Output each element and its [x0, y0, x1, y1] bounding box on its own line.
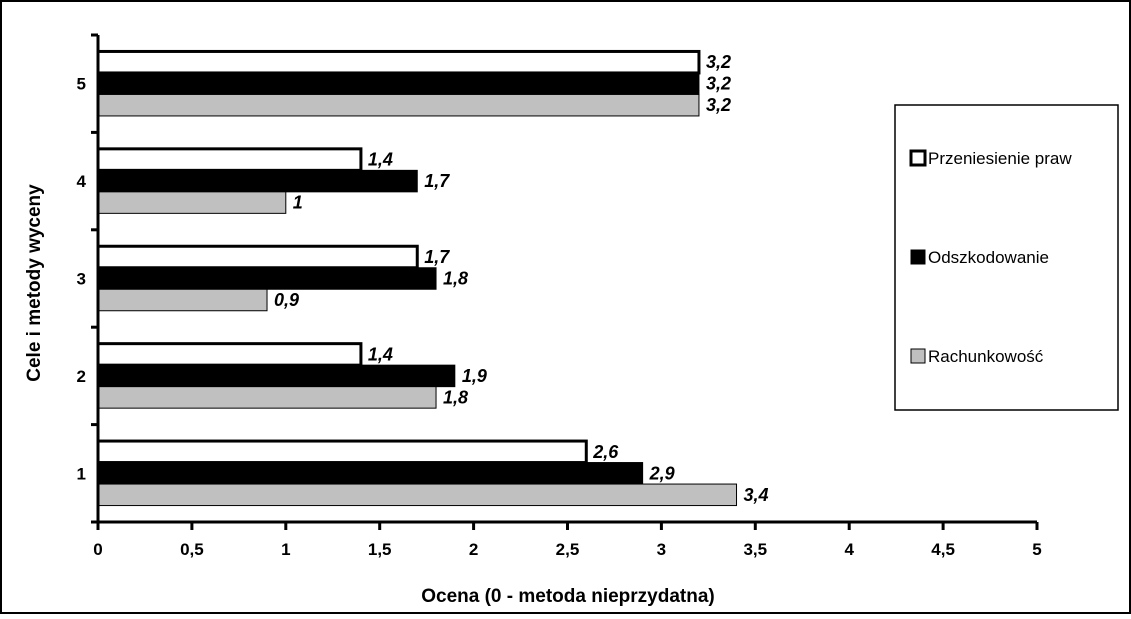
legend-label-series3: Rachunkowość: [928, 347, 1044, 366]
data-label-cat4-series2: 1,7: [424, 171, 450, 191]
data-label-cat3-series1: 1,7: [424, 247, 450, 267]
y-tick-label-1: 1: [77, 464, 86, 483]
data-label-cat1-series3: 3,4: [744, 485, 769, 505]
legend-swatch-series3: [910, 348, 926, 364]
y-tick-label-4: 4: [77, 172, 87, 191]
bar-cat3-series1: [96, 244, 419, 270]
x-tick-label: 3: [657, 540, 666, 559]
data-labels-layer: 2,62,93,41,41,91,81,71,80,91,41,713,23,2…: [274, 52, 769, 505]
x-tick-label: 0,5: [180, 540, 204, 559]
x-tick-label: 0: [93, 540, 102, 559]
data-label-cat3-series3: 0,9: [274, 290, 299, 310]
data-label-cat5-series1: 3,2: [706, 52, 731, 72]
y-tick-label-3: 3: [77, 270, 86, 289]
bar-cat2-series1: [96, 342, 363, 367]
data-label-cat3-series2: 1,8: [443, 269, 468, 289]
x-tick-label: 4,5: [931, 540, 955, 559]
x-tick-label: 4: [844, 540, 854, 559]
legend-label-series2: Odszkodowanie: [928, 248, 1049, 267]
bar-cat1-series1: [96, 439, 588, 465]
data-label-cat2-series2: 1,9: [462, 366, 487, 386]
bar-cat1-series2: [97, 462, 644, 485]
data-label-cat4-series1: 1,4: [368, 150, 393, 170]
bar-cat3-series3: [97, 288, 268, 312]
data-label-cat5-series2: 3,2: [706, 74, 731, 94]
legend-box: [894, 104, 1119, 411]
data-label-cat1-series1: 2,6: [592, 442, 619, 462]
x-tick-label: 1,5: [368, 540, 392, 559]
bar-cat5-series1: [96, 49, 701, 75]
bars-layer: [96, 49, 738, 507]
legend: Przeniesienie praw Odszkodowanie Rachunkow…: [894, 104, 1119, 411]
x-tick-label: 5: [1032, 540, 1041, 559]
bar-cat4-series2: [97, 169, 418, 193]
bar-cat5-series2: [97, 72, 700, 95]
bar-cat2-series2: [97, 364, 456, 388]
data-label-cat2-series3: 1,8: [443, 387, 468, 407]
bar-cat2-series3: [97, 386, 437, 409]
x-tick-label: 2,5: [556, 540, 580, 559]
bar-cat3-series2: [97, 267, 437, 290]
y-tick-label-5: 5: [77, 75, 86, 94]
y-tick-label-2: 2: [77, 367, 86, 386]
legend-swatch-series1: [909, 149, 927, 167]
bar-cat5-series3: [97, 93, 700, 117]
y-axis-title: Cele i metody wyceny: [24, 184, 45, 382]
data-label-cat1-series2: 2,9: [649, 463, 675, 483]
axes-layer: 1 2 3 4 5 0 0,5 1 1,5 2 2,5 3 3,5 4 4,5 5: [77, 33, 1042, 559]
data-label-cat4-series3: 1: [293, 193, 303, 213]
x-tick-label: 2: [469, 540, 478, 559]
x-axis-title: Ocena (0 - metoda nieprzydatna): [421, 586, 715, 607]
data-label-cat5-series3: 3,2: [706, 95, 731, 115]
legend-swatch-series2: [910, 249, 926, 265]
data-label-cat2-series1: 1,4: [368, 344, 393, 364]
bar-cat4-series1: [96, 147, 363, 172]
bar-cat4-series3: [97, 191, 287, 214]
legend-label-series1: Przeniesienie praw: [928, 149, 1072, 168]
x-tick-label: 3,5: [743, 540, 767, 559]
x-tick-label: 1: [281, 540, 290, 559]
bar-cat1-series3: [97, 483, 738, 507]
